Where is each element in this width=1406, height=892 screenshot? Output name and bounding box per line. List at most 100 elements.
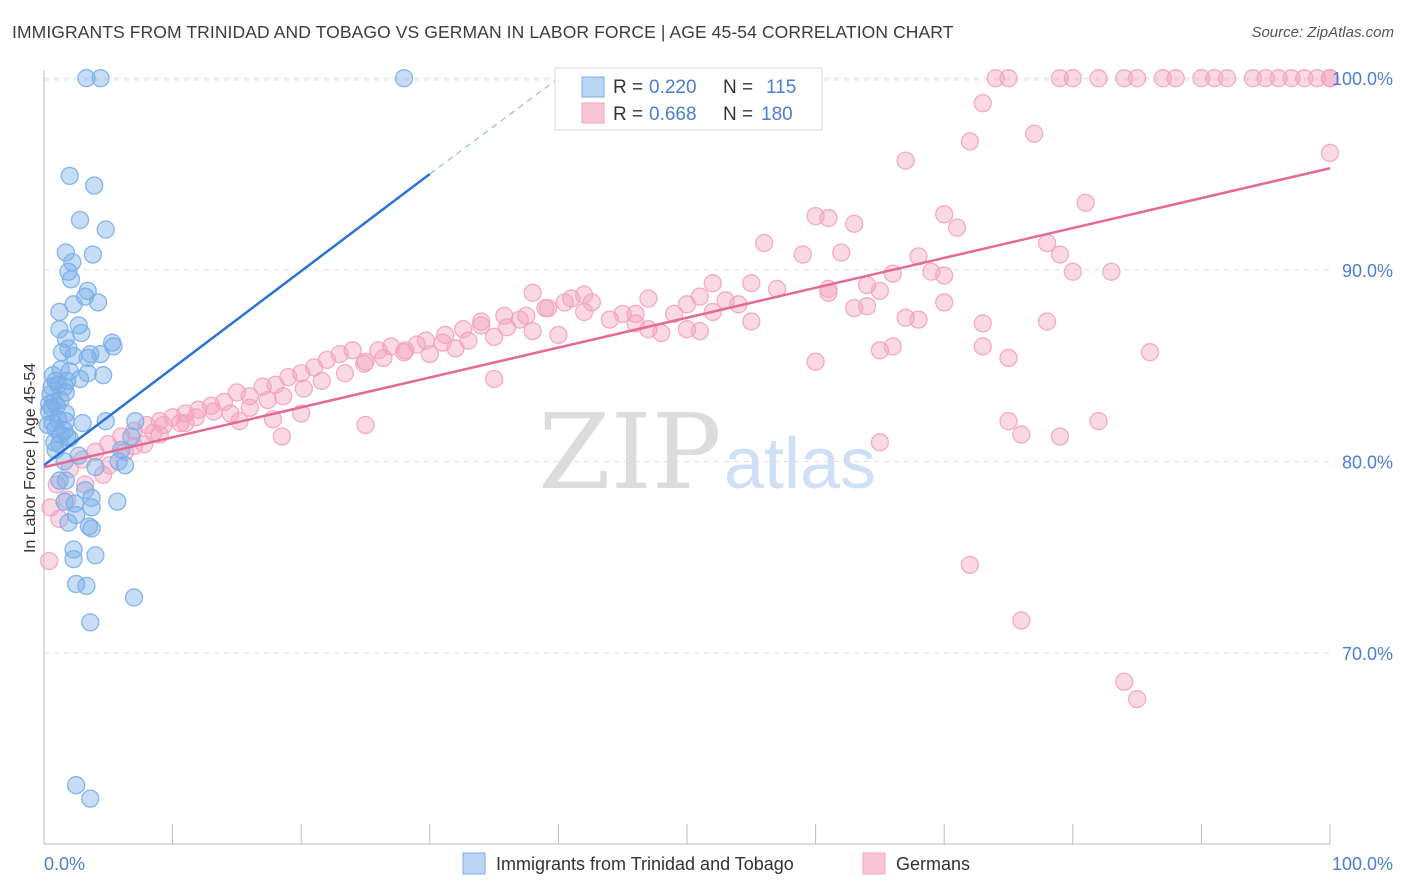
germans-point [356,415,375,435]
stats-blue-swatch [581,76,605,98]
germans-point [538,298,558,318]
germans-point [472,316,491,335]
trinidad-point [86,457,105,477]
watermark-atlas: atlas [724,424,876,504]
x-tick-label: 100.0% [1332,854,1393,874]
germans-point [484,327,504,347]
germans-point [416,331,436,350]
germans-point [436,325,455,345]
germans-point [870,433,890,452]
tick-labels: 70.0% 80.0% 90.0% 100.0% 0.0% 100.0% [44,69,1393,874]
trinidad-point [50,320,69,339]
germans-point [1063,69,1082,88]
chart-source: Source: ZipAtlas.com [1251,24,1394,41]
germans-point [274,387,293,406]
trinidad-point [96,220,115,239]
grid-lines [44,77,1330,654]
germans-point [396,341,415,360]
trinidad-trend-line [43,173,431,467]
y-tick-label: 70.0% [1342,644,1393,664]
germans-point [1050,427,1070,446]
germans-point [819,208,838,228]
germans-point [909,310,928,329]
chart-title: IMMIGRANTS FROM TRINIDAD AND TOBAGO VS G… [12,22,954,42]
germans-point [355,354,374,373]
trinidad-point [59,513,78,532]
germans-point [1050,69,1070,88]
trinidad-point [122,427,141,446]
germans-point [1140,343,1160,362]
germans-point [272,427,292,446]
germans-point [947,218,967,237]
legend-pink-swatch [862,852,886,875]
x-tick-label: 0.0% [44,854,85,874]
germans-point [1063,262,1082,281]
trinidad-point [67,776,86,795]
germans-point [495,306,514,325]
germans-point [973,314,992,333]
y-axis-label: In Labor Force | Age 45-54 [22,363,39,553]
germans-point [1205,69,1224,88]
legend-blue-swatch [462,852,486,875]
germans-point [1076,193,1095,212]
trinidad-point [48,375,68,394]
trinidad-point [88,293,108,312]
stats-blue-n: 115 [766,77,796,98]
germans-point [574,302,594,322]
legend-blue-label: Immigrants from Trinidad and Tobago [496,854,794,874]
germans-point [39,551,59,571]
germans-point [253,377,272,396]
trinidad-point [60,166,79,186]
watermark-zip: ZIP [538,391,721,513]
germans-point [1192,69,1211,88]
trinidad-point [81,789,100,808]
trinidad-point [64,540,83,559]
trinidad-point [126,412,145,431]
germans-point [240,398,259,417]
germans-point [1012,425,1031,444]
trinidad-point [86,546,105,565]
germans-point [1320,69,1340,88]
germans-point [664,304,684,324]
germans-point [973,337,992,356]
stats-pink-r: 0.668 [649,104,697,125]
germans-point [484,369,504,389]
stats-blue-r-label: R = [613,77,643,98]
y-tick-label: 90.0% [1342,261,1393,281]
germans-point [832,243,851,262]
trinidad-point [50,302,69,322]
germans-point [973,93,992,113]
stats-legend: R = 0.220 N = 115 R = 0.668 N = 180 [554,67,823,131]
germans-point [999,412,1018,431]
germans-point [613,304,632,324]
germans-point [335,364,355,383]
legend-pink-label: Germans [896,854,970,874]
germans-point [896,151,915,170]
y-tick-label: 100.0% [1332,69,1393,89]
trinidad-point [82,498,101,517]
trinidad-point [82,488,101,507]
germans-point [454,320,473,339]
trinidad-point [77,576,96,596]
germans-point [1102,262,1121,281]
germans-point [1282,69,1301,88]
germans-point [1166,69,1185,88]
germans-point [690,287,710,306]
trinidad-point [67,505,86,525]
germans-point [446,339,465,358]
germans-point [1025,124,1044,143]
germans-point [420,344,439,364]
trinidad-point [56,471,76,490]
germans-point [935,266,954,285]
germans-point [1115,672,1134,691]
trinidad-point [394,69,414,88]
trinidad-point [94,366,113,385]
trinidad-point [83,245,103,264]
germans-point [1153,69,1172,88]
stats-blue-r: 0.220 [649,77,697,98]
germans-point [100,456,119,475]
germans-point [999,348,1018,368]
germans-point [1217,69,1237,88]
germans-point [1127,69,1147,88]
